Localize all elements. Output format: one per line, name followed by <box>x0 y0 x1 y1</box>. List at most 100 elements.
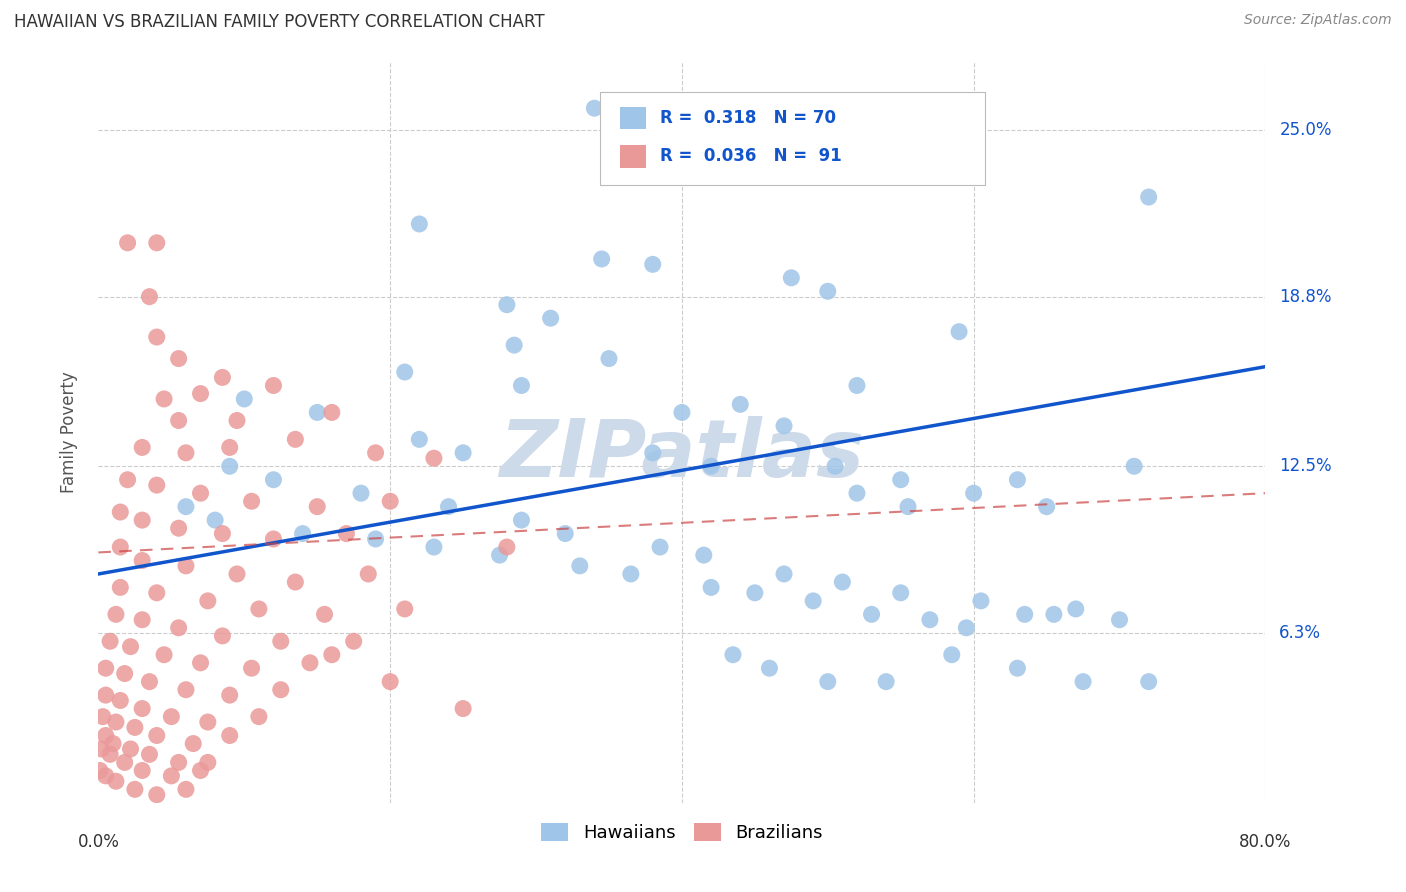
Point <box>146 330 169 344</box>
Point <box>510 513 533 527</box>
Point <box>598 351 620 366</box>
Point <box>496 540 519 554</box>
Point <box>98 747 121 762</box>
Point <box>648 540 671 554</box>
Point <box>1123 459 1146 474</box>
Point <box>773 566 796 581</box>
Point <box>104 607 127 622</box>
Point <box>153 392 176 406</box>
Point <box>167 621 190 635</box>
Point <box>380 674 402 689</box>
Point <box>131 441 153 455</box>
Point <box>1007 473 1029 487</box>
Point <box>90 742 112 756</box>
Point <box>117 235 139 250</box>
Point <box>146 729 169 743</box>
Point <box>94 729 117 743</box>
Text: R =  0.036   N =  91: R = 0.036 N = 91 <box>661 147 842 165</box>
Point <box>218 729 240 743</box>
Point <box>167 521 190 535</box>
Point <box>197 756 219 770</box>
Point <box>138 674 160 689</box>
Point <box>174 500 197 514</box>
Point <box>962 486 984 500</box>
Point <box>1137 190 1160 204</box>
Point <box>197 714 219 729</box>
Point <box>568 558 591 573</box>
Point <box>270 682 292 697</box>
Point <box>846 486 869 500</box>
Point <box>583 101 606 115</box>
Point <box>700 581 723 595</box>
Point <box>190 656 212 670</box>
Point <box>321 405 343 419</box>
Text: 18.8%: 18.8% <box>1279 287 1331 306</box>
Text: 25.0%: 25.0% <box>1279 120 1331 139</box>
Point <box>817 674 839 689</box>
Point <box>138 747 160 762</box>
Point <box>890 473 912 487</box>
Text: ZIPatlas: ZIPatlas <box>499 416 865 494</box>
Point <box>846 378 869 392</box>
Text: Source: ZipAtlas.com: Source: ZipAtlas.com <box>1244 13 1392 28</box>
Point <box>89 764 111 778</box>
Point <box>510 378 533 392</box>
Point <box>1035 500 1057 514</box>
Point <box>233 392 256 406</box>
Point <box>174 782 197 797</box>
Point <box>350 486 373 500</box>
Point <box>897 500 920 514</box>
Point <box>218 688 240 702</box>
Point <box>131 513 153 527</box>
Point <box>540 311 562 326</box>
Point <box>773 418 796 433</box>
Point <box>120 742 142 756</box>
Point <box>110 581 132 595</box>
Point <box>394 602 416 616</box>
Legend: Hawaiians, Brazilians: Hawaiians, Brazilians <box>534 815 830 849</box>
Point <box>875 674 897 689</box>
Bar <box>620 145 647 168</box>
Point <box>1014 607 1036 622</box>
Point <box>321 648 343 662</box>
Point <box>394 365 416 379</box>
Point <box>314 607 336 622</box>
Point <box>160 769 183 783</box>
Point <box>101 737 124 751</box>
Point <box>758 661 780 675</box>
Point <box>801 594 824 608</box>
Point <box>240 494 263 508</box>
Point <box>211 629 233 643</box>
Point <box>1064 602 1087 616</box>
Point <box>138 290 160 304</box>
Point <box>591 252 613 266</box>
Point <box>211 370 233 384</box>
Point <box>247 602 270 616</box>
Point <box>110 693 132 707</box>
Bar <box>620 107 647 129</box>
Point <box>240 661 263 675</box>
Point <box>218 441 240 455</box>
Point <box>146 788 169 802</box>
Point <box>693 548 716 562</box>
Point <box>131 613 153 627</box>
Point <box>146 235 169 250</box>
Point <box>831 575 853 590</box>
Point <box>190 764 212 778</box>
Point <box>357 566 380 581</box>
Text: 12.5%: 12.5% <box>1279 458 1331 475</box>
Point <box>94 688 117 702</box>
Point <box>307 405 329 419</box>
Point <box>211 526 233 541</box>
Point <box>380 494 402 508</box>
Point <box>641 446 664 460</box>
Point <box>226 566 249 581</box>
Point <box>174 446 197 460</box>
Point <box>190 486 212 500</box>
Point <box>124 782 146 797</box>
Point <box>824 459 846 474</box>
Text: R =  0.318   N = 70: R = 0.318 N = 70 <box>661 109 837 127</box>
Point <box>263 473 285 487</box>
Point <box>218 459 240 474</box>
Text: HAWAIIAN VS BRAZILIAN FAMILY POVERTY CORRELATION CHART: HAWAIIAN VS BRAZILIAN FAMILY POVERTY COR… <box>14 13 544 31</box>
